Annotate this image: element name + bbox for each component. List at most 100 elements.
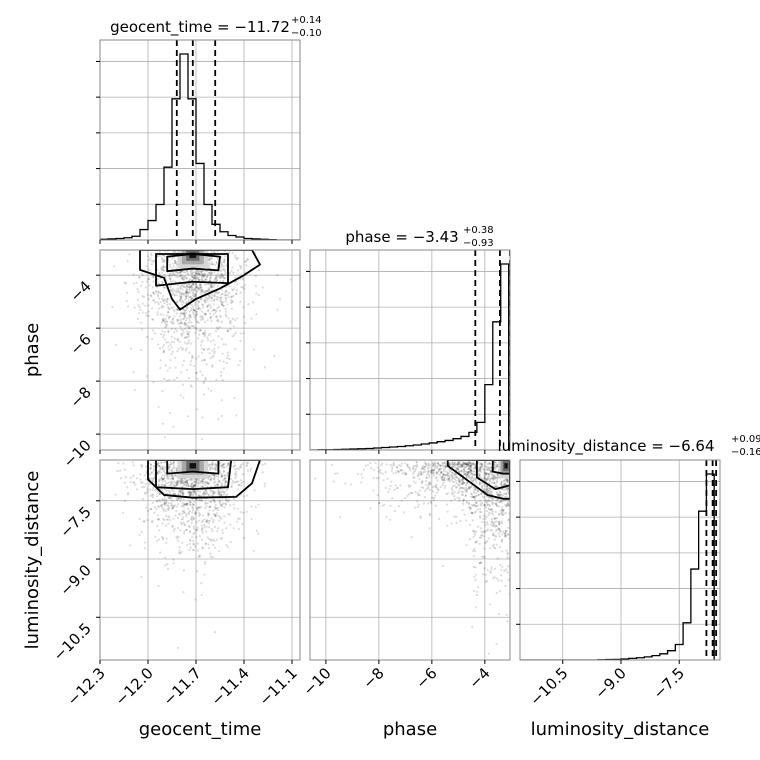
sample-point: [167, 463, 170, 466]
sample-point: [173, 272, 176, 275]
sample-point: [434, 485, 437, 489]
sample-point: [216, 508, 219, 512]
sample-point: [467, 467, 470, 471]
sample-point: [480, 510, 483, 514]
sample-point: [179, 271, 182, 274]
sample-point: [506, 556, 509, 559]
sample-point: [149, 507, 152, 511]
sample-point: [192, 517, 195, 521]
sample-point: [140, 466, 143, 469]
sample-point: [162, 318, 165, 321]
sample-point: [209, 505, 212, 508]
sample-point: [184, 312, 187, 315]
sample-point: [223, 258, 226, 261]
sample-point: [150, 463, 153, 466]
sample-point: [193, 304, 197, 307]
sample-point: [443, 473, 446, 476]
sample-point: [480, 462, 483, 465]
sample-point: [158, 291, 161, 294]
sample-point: [183, 322, 186, 325]
sample-point: [183, 523, 186, 526]
sample-point: [195, 276, 198, 279]
sample-point: [198, 278, 201, 282]
sample-point: [489, 462, 492, 466]
sample-point: [189, 491, 192, 495]
sample-point: [167, 315, 171, 319]
sample-point: [170, 481, 173, 484]
sample-point: [407, 484, 410, 487]
sample-point: [159, 468, 162, 471]
sample-point: [445, 466, 448, 469]
sample-point: [440, 464, 443, 467]
sample-point: [452, 476, 456, 479]
sample-point: [468, 466, 471, 469]
sample-point: [381, 504, 384, 508]
sample-point: [163, 468, 166, 471]
sample-point: [181, 501, 184, 505]
sample-point: [506, 479, 509, 482]
sample-point: [190, 536, 194, 539]
sample-point: [176, 481, 179, 484]
title-luminosity-distance: luminosity_distance = −6.64: [497, 437, 714, 456]
sample-point: [196, 277, 199, 280]
sample-point: [478, 463, 481, 466]
sample-point: [211, 555, 214, 559]
sample-point: [479, 499, 482, 503]
sample-point: [482, 465, 486, 468]
sample-point: [187, 299, 190, 302]
sample-point: [217, 305, 221, 308]
sample-point: [160, 478, 163, 481]
sample-point: [184, 336, 187, 339]
sample-point: [150, 252, 153, 255]
sample-point: [393, 488, 396, 492]
sample-point: [450, 463, 454, 466]
sample-point: [223, 490, 226, 494]
sample-point: [189, 285, 192, 288]
sample-point: [195, 408, 199, 411]
sample-point: [198, 535, 201, 538]
sample-point: [208, 464, 211, 467]
sample-point: [168, 379, 171, 382]
sample-point: [453, 481, 456, 484]
sample-point: [170, 474, 173, 477]
sample-point: [204, 312, 207, 316]
sample-point: [378, 501, 381, 505]
sample-point: [168, 518, 172, 522]
sample-point: [456, 467, 459, 470]
sample-point: [171, 468, 174, 471]
sample-point: [223, 255, 227, 258]
sample-point: [237, 517, 240, 520]
sample-point: [506, 480, 509, 483]
sample-point: [186, 479, 189, 482]
sample-point: [442, 462, 445, 465]
sample-point: [213, 505, 217, 508]
sample-point: [503, 482, 507, 485]
sample-point: [222, 463, 225, 466]
sample-point: [177, 539, 180, 543]
sample-point: [161, 257, 164, 260]
sample-point: [111, 305, 114, 309]
sample-point: [498, 522, 501, 525]
sample-point: [184, 480, 187, 484]
sample-point: [486, 465, 490, 469]
sample-point: [218, 519, 221, 522]
sample-point: [366, 463, 369, 467]
sample-point: [163, 286, 166, 289]
sample-point: [194, 316, 197, 319]
sample-point: [455, 463, 458, 466]
sample-point: [198, 284, 202, 287]
sample-point: [466, 471, 469, 474]
sample-point: [214, 277, 218, 280]
sample-point: [220, 474, 223, 477]
sample-point: [443, 468, 446, 471]
sample-point: [164, 275, 167, 278]
sample-point: [209, 277, 212, 280]
sample-point: [482, 483, 486, 486]
sample-point: [473, 529, 476, 533]
sample-point: [448, 468, 451, 471]
sample-point: [208, 271, 211, 274]
sample-point: [504, 495, 507, 499]
sample-point: [390, 469, 393, 472]
sample-point: [499, 493, 502, 496]
sample-point: [423, 470, 426, 473]
